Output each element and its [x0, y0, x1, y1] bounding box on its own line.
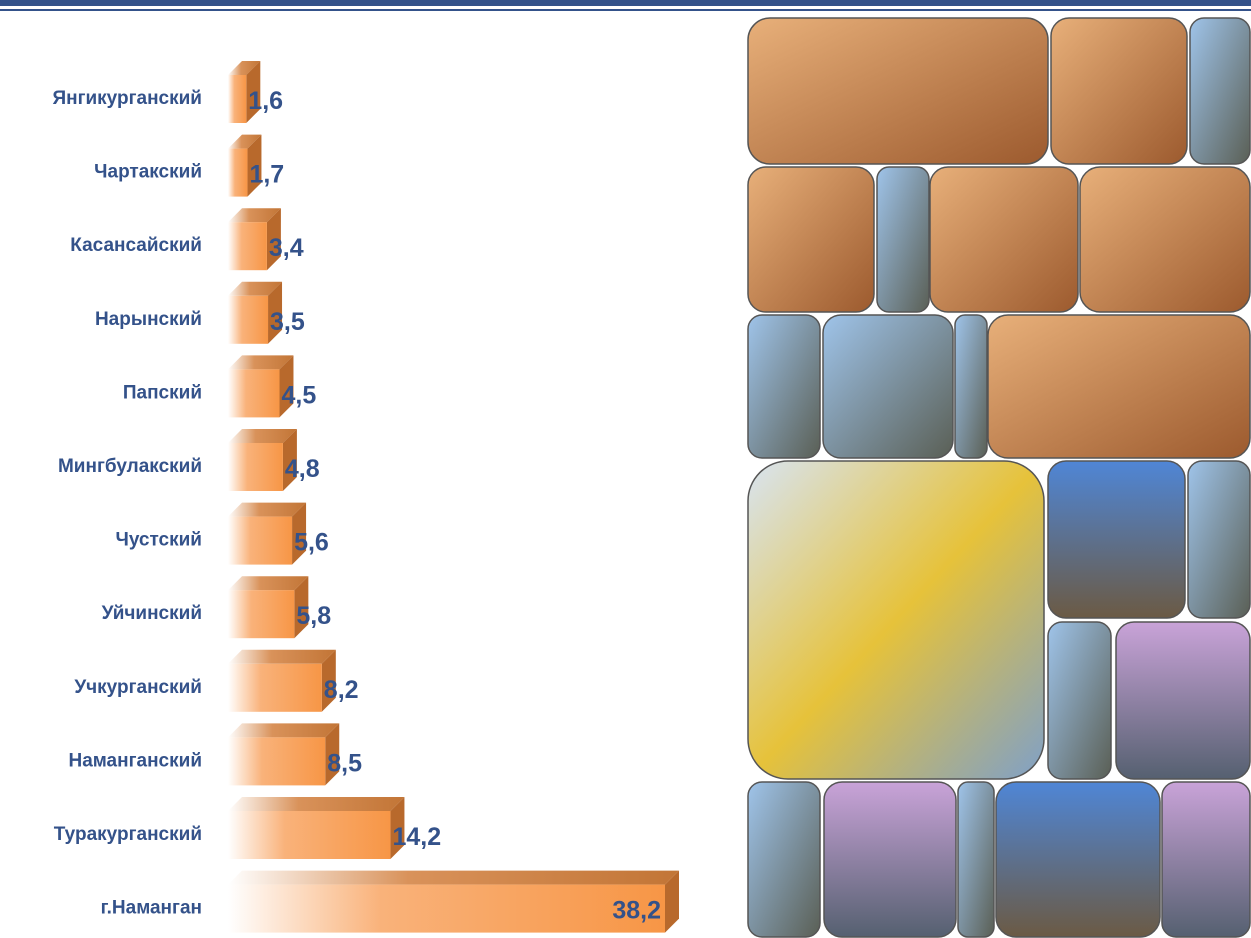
category-label: Нарынский [95, 309, 202, 330]
bar-side [325, 723, 340, 786]
bar [228, 737, 326, 786]
category-label: Чустский [115, 530, 202, 551]
photo [1189, 17, 1251, 165]
bar-side [665, 870, 679, 933]
bar [228, 811, 391, 859]
bar [228, 222, 267, 271]
top-rule [0, 0, 1251, 6]
bar-top [228, 208, 281, 223]
category-label: Касансайский [70, 235, 202, 256]
value-label: 1,7 [249, 161, 284, 189]
bar [228, 369, 280, 418]
value-label: 4,5 [281, 381, 316, 409]
bar-side [292, 502, 307, 565]
photo [747, 314, 821, 459]
category-label: Чартакский [94, 162, 202, 183]
value-label: 1,6 [248, 87, 283, 115]
value-label: 14,2 [392, 823, 441, 851]
category-label: г.Наманган [101, 898, 202, 919]
value-label: 3,5 [270, 308, 305, 336]
bar [228, 148, 248, 197]
bar-side [321, 649, 336, 712]
photo [957, 781, 995, 938]
bar-side [282, 429, 297, 491]
bar-top [228, 723, 340, 738]
bar [228, 75, 247, 123]
top-rule [0, 9, 1251, 11]
bar [228, 443, 283, 491]
bar-top [228, 870, 679, 885]
value-label: 4,8 [285, 455, 320, 483]
bar-top [228, 281, 283, 296]
category-label: Мингбулакский [58, 456, 202, 477]
photo [1187, 460, 1251, 619]
bar [228, 295, 269, 344]
photo [822, 314, 954, 459]
photo [929, 166, 1079, 313]
bar-side [266, 208, 281, 271]
photo [954, 314, 988, 459]
value-label: 8,2 [324, 676, 359, 704]
bar-side [294, 576, 309, 639]
bar-top [228, 134, 262, 149]
photo [747, 460, 1045, 780]
photo [747, 781, 821, 938]
value-label: 38,2 [612, 897, 661, 925]
category-label: Учкурганский [74, 677, 202, 698]
bar-top [228, 576, 309, 591]
photo [1050, 17, 1188, 165]
bar-top [228, 797, 405, 811]
photo [1079, 166, 1251, 313]
photo [747, 166, 875, 313]
photo [823, 781, 957, 938]
category-label: Уйчинский [102, 603, 202, 624]
value-label: 5,6 [294, 529, 329, 557]
category-label: Наманганский [68, 750, 202, 771]
bar-top [228, 355, 294, 370]
photo [987, 314, 1251, 459]
bar-top [228, 649, 336, 664]
bar-side [247, 134, 262, 197]
bar [228, 590, 295, 639]
value-label: 3,4 [269, 234, 304, 262]
category-label: Туракурганский [54, 824, 202, 845]
photo [747, 17, 1049, 165]
photo-collage [747, 17, 1251, 938]
bar [228, 663, 322, 712]
photo [995, 781, 1161, 938]
bar-side [390, 797, 405, 859]
value-label: 5,8 [296, 602, 331, 630]
bar-top [228, 61, 261, 75]
bar-top [228, 429, 297, 443]
value-label: 8,5 [327, 749, 362, 777]
photo [1115, 621, 1251, 780]
bar [228, 516, 293, 565]
bar [228, 884, 665, 933]
bar-top [228, 502, 307, 517]
photo [1047, 460, 1186, 619]
photo [1047, 621, 1112, 780]
category-label: Папский [123, 382, 202, 403]
bar-side [268, 281, 283, 344]
photo [876, 166, 930, 313]
bar-side [246, 61, 261, 123]
bar-side [279, 355, 294, 418]
photo [1161, 781, 1251, 938]
category-label: Янгикурганский [52, 88, 202, 109]
